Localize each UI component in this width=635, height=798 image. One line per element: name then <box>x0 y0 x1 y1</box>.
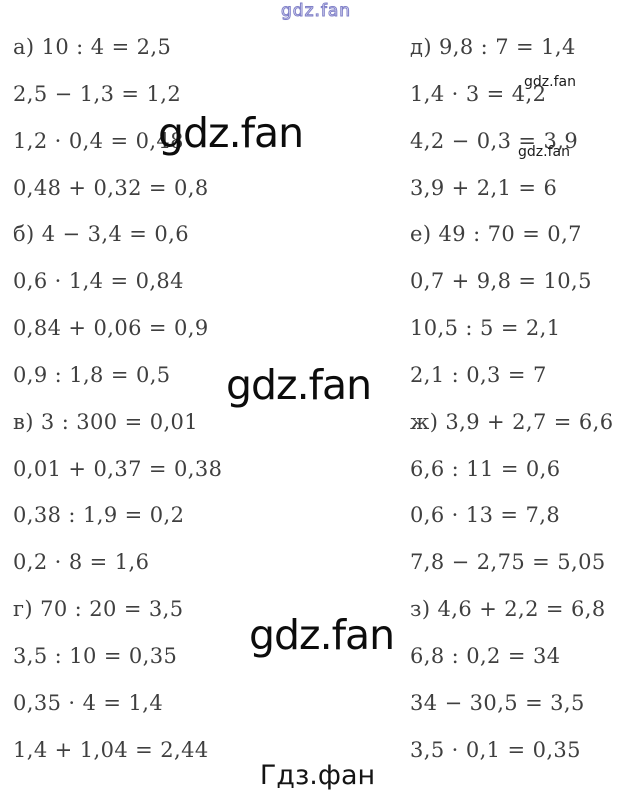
equation-line-zh4: 7,8 − 2,75 = 5,05 <box>410 550 606 575</box>
equation-line-e4: 2,1 : 0,3 = 7 <box>410 362 547 387</box>
equation-line-v3: 0,38 : 1,9 = 0,2 <box>13 503 185 528</box>
equation-line-z4: 3,5 · 0,1 = 0,35 <box>410 737 581 762</box>
solutions-column-left: а) 10 : 4 = 2,5 2,5 − 1,3 = 1,2 1,2 · 0,… <box>13 24 222 774</box>
watermark-large-2: gdz.fan <box>226 361 372 409</box>
equation-line-a4: 0,48 + 0,32 = 0,8 <box>13 175 209 200</box>
watermark-large-1: gdz.fan <box>158 109 304 157</box>
equation-line-zh1: ж) 3,9 + 2,7 = 6,6 <box>410 409 614 434</box>
watermark-large-3: gdz.fan <box>249 611 395 659</box>
equation-line-e3: 10,5 : 5 = 2,1 <box>410 316 561 341</box>
equation-line-zh2: 6,6 : 11 = 0,6 <box>410 456 561 481</box>
equation-line-a1: а) 10 : 4 = 2,5 <box>13 35 172 59</box>
equation-line-b1: б) 4 − 3,4 = 0,6 <box>13 222 189 247</box>
equation-line-a2: 2,5 − 1,3 = 1,2 <box>13 81 182 106</box>
equation-line-z3: 34 − 30,5 = 3,5 <box>410 690 585 715</box>
watermark-small-2: gdz.fan <box>518 144 570 160</box>
equation-line-d4: 3,9 + 2,1 = 6 <box>410 175 558 200</box>
equation-line-g4: 1,4 + 1,04 = 2,44 <box>13 737 209 762</box>
equation-line-g1: г) 70 : 20 = 3,5 <box>13 597 184 622</box>
equation-line-g3: 0,35 · 4 = 1,4 <box>13 690 164 715</box>
equation-line-d2: 1,4 · 3 = 4,2 <box>410 81 547 106</box>
equation-line-e2: 0,7 + 9,8 = 10,5 <box>410 269 592 294</box>
equation-line-v2: 0,01 + 0,37 = 0,38 <box>13 456 223 481</box>
equation-line-zh3: 0,6 · 13 = 7,8 <box>410 503 561 528</box>
site-name-footer: Гдз.фан <box>259 760 376 791</box>
equation-line-e1: е) 49 : 70 = 0,7 <box>410 222 582 247</box>
equation-line-g2: 3,5 : 10 = 0,35 <box>13 643 178 668</box>
equation-line-v1: в) 3 : 300 = 0,01 <box>13 409 199 434</box>
watermark-small-1: gdz.fan <box>524 74 576 90</box>
equation-line-b2: 0,6 · 1,4 = 0,84 <box>13 269 184 294</box>
equation-line-b4: 0,9 : 1,8 = 0,5 <box>13 362 171 387</box>
equation-line-b3: 0,84 + 0,06 = 0,9 <box>13 316 209 341</box>
solutions-column-right: д) 9,8 : 7 = 1,4 1,4 · 3 = 4,2 4,2 − 0,3… <box>410 24 613 774</box>
equation-line-z1: з) 4,6 + 2,2 = 6,8 <box>410 597 606 622</box>
equation-line-d1: д) 9,8 : 7 = 1,4 <box>410 35 576 59</box>
equation-line-a3: 1,2 · 0,4 = 0,48 <box>13 128 184 153</box>
watermark-top: gdz.fan <box>280 1 352 22</box>
equation-line-v4: 0,2 · 8 = 1,6 <box>13 550 150 575</box>
equation-line-d3: 4,2 − 0,3 = 3,9 <box>410 128 579 153</box>
equation-line-z2: 6,8 : 0,2 = 34 <box>410 643 561 668</box>
